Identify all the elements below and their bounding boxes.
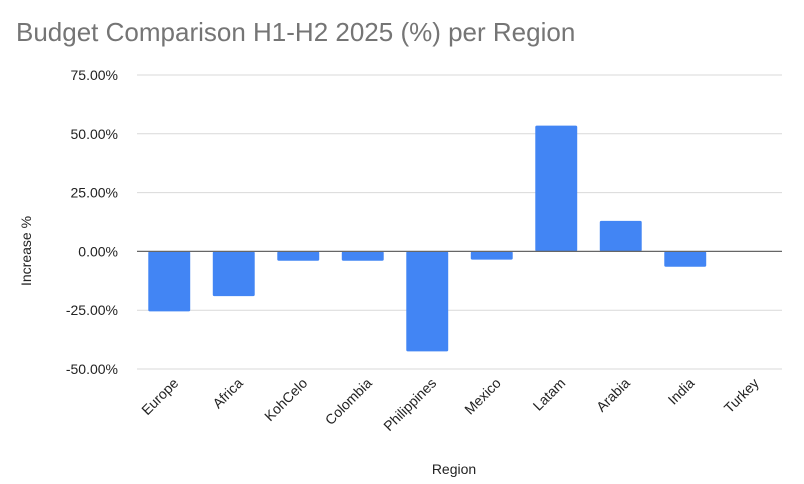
- x-tick-label: Africa: [209, 375, 246, 412]
- x-tick-label: KohCelo: [261, 375, 310, 424]
- x-tick-label: Turkey: [721, 375, 762, 416]
- y-tick-label: 50.00%: [71, 126, 118, 142]
- bar-india: [664, 251, 707, 267]
- y-tick-label: -25.00%: [66, 302, 118, 318]
- x-tick-labels: Europe Africa KohCelo Colombia Philippines Me…: [138, 375, 762, 434]
- bar-latam: [535, 125, 578, 252]
- bar-kohcelo: [277, 251, 320, 261]
- chart-title: Budget Comparison H1-H2 2025 (%) per Reg…: [16, 17, 576, 47]
- bar-colombia: [341, 251, 384, 261]
- bar-africa: [212, 251, 255, 297]
- y-tick-labels: -50.00% -25.00% 0.00% 25.00% 50.00% 75.00%: [66, 67, 118, 377]
- x-axis-title: Region: [432, 461, 476, 477]
- x-tick-label: Arabia: [593, 375, 633, 415]
- y-tick-label: 75.00%: [71, 67, 118, 83]
- x-tick-label: Colombia: [322, 375, 375, 428]
- x-tick-label: Europe: [138, 375, 181, 418]
- x-tick-label: Mexico: [461, 375, 504, 418]
- bars: [148, 125, 707, 352]
- x-tick-label: Philippines: [380, 375, 439, 434]
- y-axis-title: Increase %: [18, 216, 34, 286]
- y-tick-label: 25.00%: [71, 185, 118, 201]
- bar-arabia: [599, 220, 642, 252]
- x-tick-label: India: [665, 375, 698, 408]
- y-tick-label: 0.00%: [78, 243, 118, 259]
- y-tick-label: -50.00%: [66, 361, 118, 377]
- bar-philippines: [406, 251, 449, 352]
- x-tick-label: Latam: [530, 375, 569, 414]
- bar-mexico: [470, 251, 513, 260]
- gridlines: [137, 74, 782, 370]
- bar-europe: [148, 251, 191, 312]
